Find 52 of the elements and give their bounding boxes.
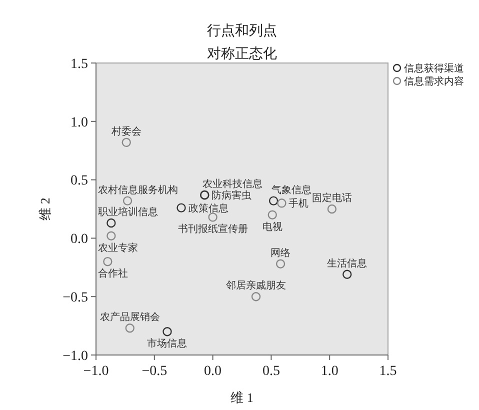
x-tick-label: 1.0	[320, 364, 338, 379]
point	[125, 324, 134, 333]
point	[106, 231, 116, 240]
x-tick-label: −0.5	[142, 364, 168, 379]
y-tick-label: −0.5	[62, 290, 88, 306]
data-label: 气象信息	[272, 184, 312, 196]
x-tick-label: 0.5	[262, 364, 280, 379]
point	[122, 138, 131, 148]
data-label: 农村信息服务机构	[98, 184, 178, 196]
data-label: 职业培训信息	[98, 206, 158, 218]
data-label: 网络	[270, 246, 291, 259]
point	[277, 198, 286, 208]
data-label: 政策信息	[188, 202, 228, 214]
data-label: 书刊报纸宣传册	[178, 223, 248, 236]
y-tick-label: 1.5	[70, 56, 88, 72]
x-axis-title: 维 1	[230, 390, 254, 405]
data-label: 防病害虫	[212, 189, 252, 202]
y-tick-label: −1.0	[62, 348, 88, 364]
x-tick-label: −1.0	[83, 364, 109, 379]
point	[268, 210, 277, 220]
point	[162, 327, 172, 336]
point	[208, 212, 218, 222]
data-label: 合作社	[98, 268, 128, 280]
chart-title: 行点和列点	[207, 23, 277, 39]
y-tick-label: 1.0	[70, 115, 88, 130]
legend-label: 信息需求内容	[404, 76, 464, 88]
data-label: 农产品展销会	[100, 311, 160, 324]
data-label: 手机	[288, 198, 309, 210]
x-tick-label: 1.5	[379, 364, 397, 379]
x-tick-label: 0.0	[204, 364, 222, 379]
data-label: 农业科技信息	[202, 178, 263, 190]
point	[122, 196, 132, 206]
legend-label: 信息获得渠道	[404, 62, 464, 74]
point	[342, 270, 352, 279]
data-label: 固定电话	[312, 192, 352, 204]
y-tick-label: 0.0	[70, 232, 88, 248]
point	[276, 259, 286, 268]
y-tick-label: 0.5	[70, 174, 88, 189]
point	[327, 204, 337, 214]
data-label: 邻居亲戚朋友	[226, 280, 286, 292]
chart-subtitle: 对称正态化	[207, 46, 277, 62]
data-label: 村委会	[110, 125, 142, 138]
point	[106, 218, 116, 228]
data-label: 生活信息	[327, 257, 368, 270]
data-label: 农业专家	[98, 242, 138, 254]
point	[176, 203, 186, 212]
y-axis-title: 维 2	[38, 198, 53, 220]
data-label: 市场信息	[147, 338, 188, 350]
data-label: 电视	[262, 220, 282, 233]
point	[268, 196, 278, 206]
point	[103, 256, 112, 266]
point	[251, 292, 261, 302]
